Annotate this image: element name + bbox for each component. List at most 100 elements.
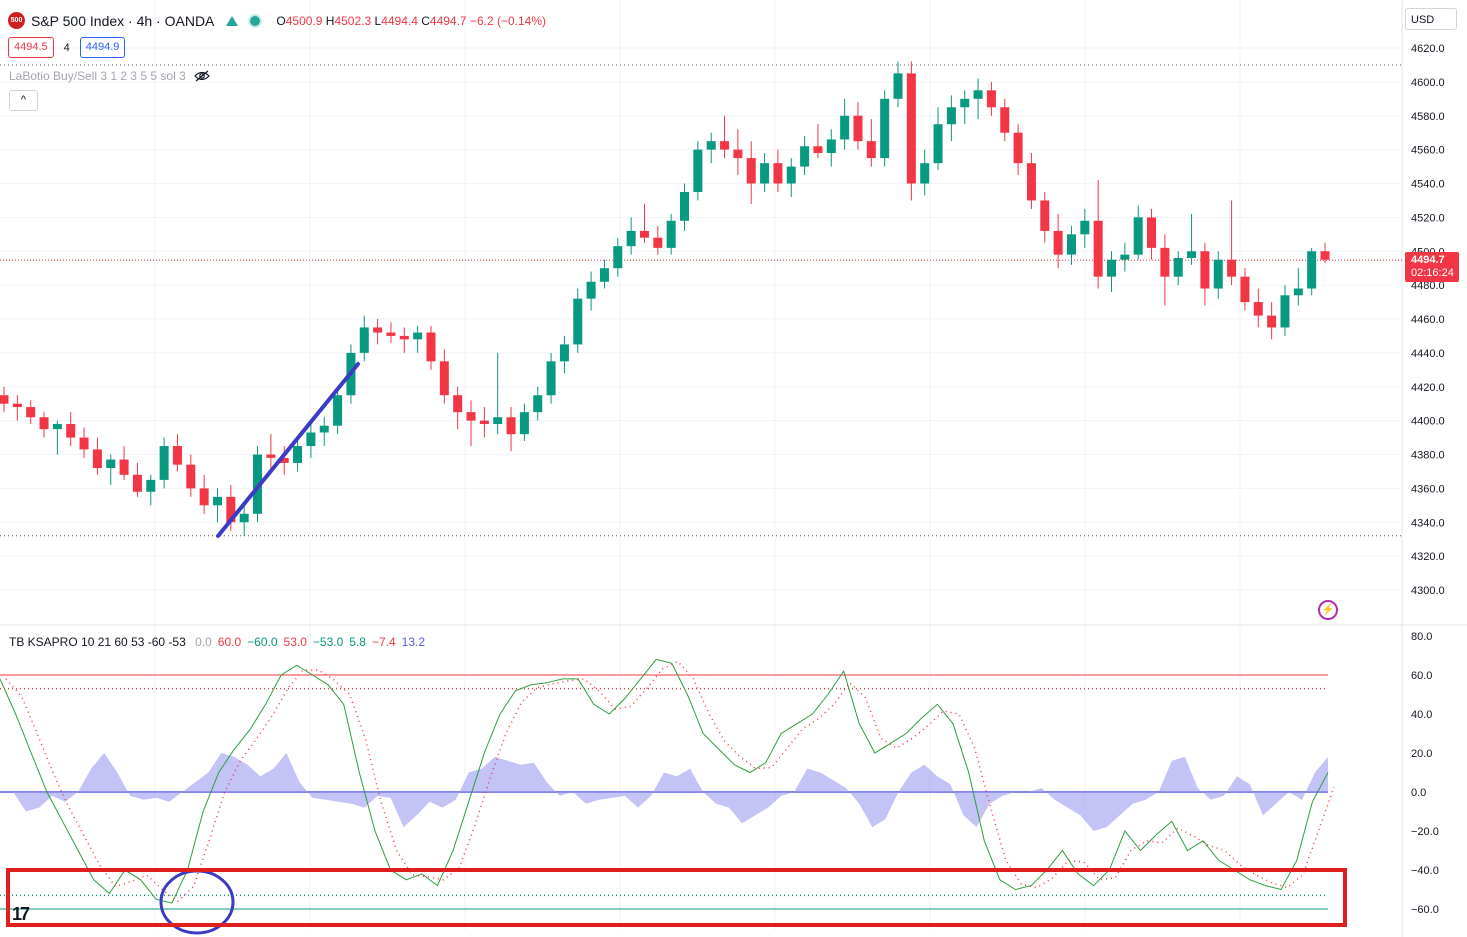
candle — [253, 446, 263, 523]
candle-body — [933, 124, 943, 164]
candle — [880, 90, 890, 167]
candle — [239, 505, 249, 536]
candle-body — [880, 98, 890, 159]
candle — [853, 102, 863, 150]
candle-body — [559, 344, 569, 362]
candle-body — [39, 417, 49, 430]
candle — [0, 386, 9, 413]
candle-body — [279, 457, 289, 463]
candle-body — [586, 281, 596, 299]
candle — [733, 129, 743, 176]
candle-body — [639, 230, 649, 238]
candle-body — [613, 246, 623, 269]
candle-body — [1213, 259, 1223, 289]
bar-countdown: 02:16:24 — [1411, 267, 1454, 279]
candle — [306, 424, 316, 458]
buy-price-button[interactable]: 4494.9 — [79, 37, 126, 58]
candle-body — [413, 332, 423, 340]
candle-body — [800, 146, 810, 167]
price-tick-label: 4360.0 — [1411, 483, 1445, 495]
candle — [1107, 251, 1117, 292]
oscillator-value-7: 13.2 — [401, 635, 426, 649]
candle-body — [426, 332, 436, 362]
candle — [1120, 242, 1130, 272]
candle — [172, 434, 182, 472]
candle-body — [0, 395, 9, 404]
chart-header: 500 S&P 500 Index · 4h · OANDA O4500.9 H… — [8, 12, 546, 29]
price-tick-label: 4440.0 — [1411, 348, 1445, 360]
candle-body — [172, 446, 182, 465]
last-price-label: 4494.7 02:16:24 — [1405, 252, 1459, 282]
currency-button[interactable]: USD — [1405, 8, 1457, 30]
oscillator-value-2: −60.0 — [247, 635, 278, 649]
candle — [1093, 180, 1103, 289]
indicator-legend-main[interactable]: LaBotio Buy/Sell 3 1 2 3 5 5 sol 3 — [9, 69, 210, 83]
trend-line-annotation — [216, 362, 360, 538]
eye-hidden-icon[interactable] — [193, 70, 210, 82]
candle-body — [66, 424, 76, 438]
candle-body — [960, 98, 970, 108]
candle — [546, 352, 556, 404]
candle — [106, 454, 116, 485]
candle-body — [893, 73, 903, 99]
indicator-legend-oscillator[interactable]: TB KSAPRO 10 21 60 53 -60 -53 0.0 60.0 −60… — [9, 635, 437, 649]
candle-body — [506, 417, 516, 435]
candle-body — [1026, 163, 1036, 201]
candle-body — [186, 464, 196, 489]
candle-body — [226, 496, 236, 523]
candle — [1187, 213, 1197, 265]
candle — [186, 454, 196, 497]
candle-body — [253, 454, 263, 514]
candle-body — [293, 446, 303, 463]
price-tick-label: 4480.0 — [1411, 280, 1445, 292]
price-tick-label: 4340.0 — [1411, 517, 1445, 529]
candle-body — [1173, 258, 1183, 277]
candle — [12, 395, 22, 421]
candle-body — [626, 230, 636, 247]
candle-body — [786, 166, 796, 184]
candle — [132, 462, 142, 497]
candle-body — [693, 149, 703, 192]
candle — [1040, 191, 1050, 243]
price-tick-label: 4520.0 — [1411, 212, 1445, 224]
price-tick-label: 4620.0 — [1411, 43, 1445, 55]
candle — [1066, 225, 1076, 265]
price-tick-label: 4540.0 — [1411, 179, 1445, 191]
symbol-logo[interactable]: 500 — [8, 12, 25, 29]
candle-body — [1227, 259, 1237, 277]
symbol-title[interactable]: S&P 500 Index · 4h · OANDA — [31, 12, 215, 29]
candle-body — [920, 163, 930, 184]
candle-body — [199, 488, 209, 506]
candle-body — [479, 420, 489, 425]
ohlc-values: O4500.9 H4502.3 L4494.4 C4494.7 −6.2 (−0… — [276, 13, 547, 28]
price-tick-label: 4600.0 — [1411, 77, 1445, 89]
candle-body — [946, 107, 956, 125]
lightning-icon[interactable]: ⚡ — [1318, 600, 1338, 620]
candle — [453, 386, 463, 430]
candle — [800, 136, 810, 176]
candle-body — [546, 361, 556, 396]
candle — [1160, 234, 1170, 306]
market-status-dot-icon[interactable] — [250, 15, 261, 26]
candle-body — [866, 141, 876, 159]
candle — [760, 153, 770, 192]
candle-body — [26, 407, 36, 418]
candle — [893, 61, 903, 108]
candle-body — [266, 454, 276, 458]
candle-body — [146, 479, 156, 492]
candle — [333, 386, 343, 435]
price-tick-label: 4580.0 — [1411, 111, 1445, 123]
candle-body — [1160, 247, 1170, 277]
candle-body — [92, 449, 102, 469]
price-tick-label: 4320.0 — [1411, 551, 1445, 563]
candle — [946, 95, 956, 142]
candle — [746, 141, 756, 204]
candle — [666, 213, 676, 255]
collapse-legend-button[interactable]: ^ — [9, 90, 38, 111]
sell-price-button[interactable]: 4494.5 — [8, 37, 54, 58]
candle-body — [1267, 315, 1277, 328]
candle-body — [653, 237, 663, 248]
oscillator-tick-label: 20.0 — [1411, 748, 1432, 760]
tradingview-logo[interactable]: 17 — [12, 904, 30, 924]
